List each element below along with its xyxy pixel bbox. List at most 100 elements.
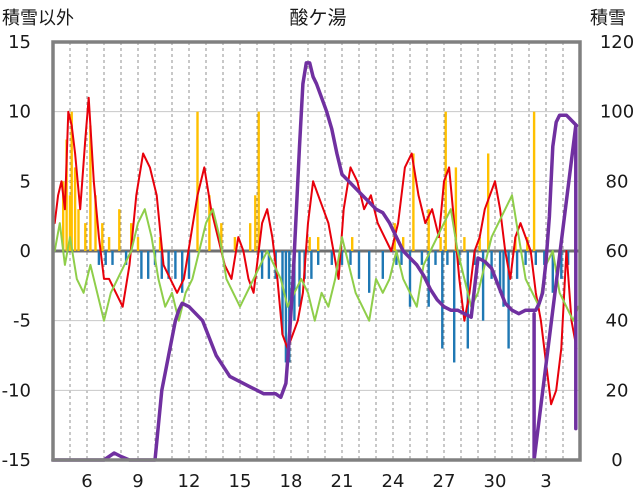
series-line <box>532 123 578 462</box>
x-tick-label: 18 <box>280 471 303 492</box>
chart-bar <box>446 251 449 265</box>
chart-bar <box>441 251 444 349</box>
chart-bar <box>136 237 140 251</box>
chart-bar <box>434 251 437 265</box>
right-axis-title: 積雪 <box>590 8 626 29</box>
chart-bar <box>249 223 252 251</box>
chart-bar <box>158 237 162 251</box>
chart-bar <box>62 181 65 251</box>
chart-bar <box>349 251 352 265</box>
chart-bar <box>77 209 80 251</box>
chart-bar <box>412 153 415 251</box>
chart-bar <box>532 111 536 252</box>
left-axis-title: 積雪以外 <box>2 8 74 29</box>
chart-bar <box>101 223 104 251</box>
chart-bar <box>498 251 502 293</box>
chart-bar <box>187 251 191 279</box>
chart-bar <box>73 167 77 251</box>
series-line <box>51 61 579 462</box>
chart-bar <box>507 251 510 349</box>
chart-bar <box>288 251 291 363</box>
chart-bar <box>515 251 519 279</box>
chart-bar <box>551 251 554 293</box>
chart-bar <box>330 251 333 265</box>
chart-bar <box>340 251 344 265</box>
chart-bar <box>257 111 260 252</box>
chart-bar <box>208 195 211 251</box>
chart-bar <box>308 237 311 251</box>
chart-title: 酸ケ湯 <box>289 7 346 29</box>
chart-bar <box>181 251 184 293</box>
x-axis-ticks: 6 9 12 15 18 21 24 27 30 3 <box>81 471 551 492</box>
chart-bar <box>147 251 150 279</box>
chart-bar <box>220 223 223 251</box>
chart-bar <box>260 251 264 279</box>
chart-bar <box>427 251 430 307</box>
left-tick-label: -10 <box>2 380 31 401</box>
chart-bar <box>65 139 68 251</box>
left-tick-label: -15 <box>2 450 31 471</box>
x-tick-label: 27 <box>433 471 456 492</box>
chart-bar <box>104 251 107 265</box>
chart-bar <box>84 223 87 251</box>
right-tick-label: 20 <box>606 380 629 401</box>
left-tick-label: 10 <box>8 102 31 123</box>
right-tick-label: 40 <box>606 311 629 332</box>
chart-bar <box>317 237 320 251</box>
chart-bar <box>408 251 412 307</box>
chart-bar <box>502 251 505 307</box>
chart-bar <box>68 195 72 251</box>
chart-bar <box>427 209 430 251</box>
chart-bar <box>130 223 133 251</box>
x-tick-label: 21 <box>331 471 354 492</box>
chart-bar <box>124 251 128 265</box>
chart-bar <box>317 251 320 265</box>
chart-bar <box>420 251 424 265</box>
chart-bar <box>118 209 121 251</box>
left-tick-label: 15 <box>8 32 31 53</box>
chart-bar <box>478 237 481 251</box>
left-axis-ticks: 15 10 5 0 -5 -10 -15 <box>2 32 31 471</box>
x-tick-label: 24 <box>382 471 405 492</box>
chart-bar <box>463 237 466 251</box>
right-tick-label: 120 <box>600 32 634 53</box>
x-tick-label: 12 <box>178 471 201 492</box>
chart-bar <box>89 125 92 251</box>
chart-bar <box>70 111 73 252</box>
chart-bar <box>351 237 354 251</box>
chart-bar <box>357 251 361 279</box>
chart-bar <box>196 111 199 252</box>
chart-bar <box>107 237 111 251</box>
right-tick-label: 80 <box>606 171 629 192</box>
bar-layer <box>62 111 570 363</box>
chart-bar <box>160 251 163 279</box>
chart-bar <box>174 251 177 279</box>
chart-bar <box>97 251 101 265</box>
series-line <box>53 194 580 322</box>
chart-bar <box>400 251 403 265</box>
left-tick-label: 5 <box>20 171 31 192</box>
chart-bar <box>481 251 485 321</box>
chart-bar <box>395 251 398 265</box>
chart-bar <box>94 195 97 251</box>
x-tick-label: 6 <box>81 471 92 492</box>
chart-bar <box>490 251 493 279</box>
chart-bar <box>298 251 301 307</box>
chart-bar <box>524 251 527 265</box>
chart-bar <box>254 195 257 251</box>
x-tick-label: 30 <box>484 471 507 492</box>
x-tick-label: 15 <box>229 471 252 492</box>
plot-frame <box>51 40 582 462</box>
chart-bar <box>167 251 170 279</box>
chart-bar <box>267 251 271 279</box>
right-tick-label: 100 <box>600 102 634 123</box>
chart-bar <box>444 111 447 252</box>
chart-bar <box>281 251 284 335</box>
chart-bar <box>560 251 563 279</box>
left-tick-label: 0 <box>20 241 31 262</box>
chart-bar <box>111 251 114 265</box>
chart-bar <box>233 237 237 251</box>
chart-bar <box>310 251 313 279</box>
chart-bar <box>534 251 537 265</box>
